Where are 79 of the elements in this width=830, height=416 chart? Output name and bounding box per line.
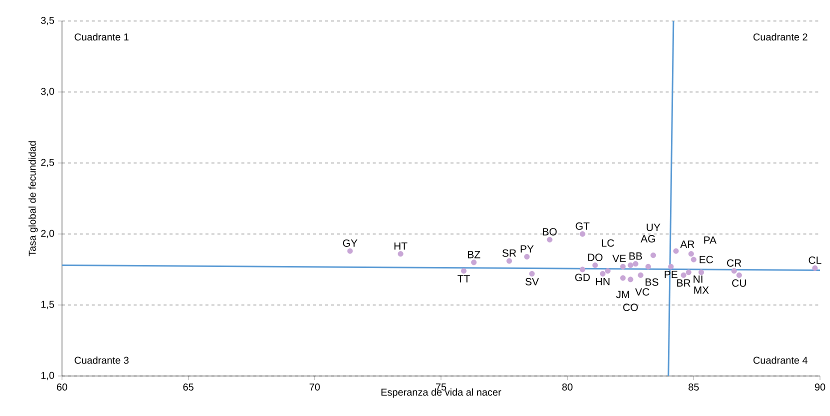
annotation: CL <box>808 256 822 264</box>
y-tick-label: 3,0 <box>41 88 54 96</box>
point <box>471 260 477 266</box>
annotation: VE <box>612 254 626 262</box>
point <box>546 236 552 242</box>
annotation: AG <box>640 235 655 242</box>
point <box>688 251 694 257</box>
point <box>731 268 737 274</box>
point <box>460 268 467 274</box>
annotation: Cuadrante 4 <box>753 356 808 364</box>
point <box>620 264 626 270</box>
annotation: GY <box>343 239 358 247</box>
point <box>680 272 686 278</box>
point <box>698 270 704 276</box>
x-tick-label: 60 <box>56 384 68 391</box>
point <box>690 256 696 262</box>
annotation: HT <box>394 242 408 250</box>
point <box>506 258 512 264</box>
annotation: PY <box>520 245 534 253</box>
point <box>673 248 679 254</box>
x-tick-label: 70 <box>310 384 320 391</box>
point <box>812 265 818 271</box>
point <box>686 270 692 276</box>
x-tick-label: 65 <box>183 384 194 391</box>
point <box>347 248 353 254</box>
annotation: HN <box>596 278 610 286</box>
y-tick-label: 3,5 <box>41 16 54 26</box>
point <box>632 261 638 267</box>
point <box>529 270 535 277</box>
point <box>645 264 651 270</box>
point <box>604 268 611 274</box>
annotation: LC <box>602 239 614 247</box>
annotation: MX <box>694 286 709 294</box>
point <box>398 251 404 257</box>
point <box>638 272 644 278</box>
annotation: Cuadrante 2 <box>753 33 808 41</box>
point <box>628 276 634 282</box>
annotation: BO <box>542 228 557 236</box>
annotation: Cuadrante 3 <box>74 356 129 364</box>
annotation: EC <box>700 256 714 264</box>
annotation: BR <box>677 279 690 287</box>
point <box>736 272 742 278</box>
annotation: AR <box>680 240 694 248</box>
point <box>600 270 606 277</box>
annotation: CR <box>727 259 742 267</box>
annotation: BS <box>646 278 658 286</box>
point <box>668 264 674 270</box>
annotation: BB <box>629 252 642 260</box>
point <box>524 254 530 260</box>
point <box>620 275 626 281</box>
annotation: BZ <box>468 251 480 258</box>
point <box>628 262 634 268</box>
annotation: PA <box>704 236 716 244</box>
annotation: CU <box>732 279 746 287</box>
annotation: UY <box>646 224 660 232</box>
annotation: SR <box>502 249 516 257</box>
point <box>650 252 656 258</box>
annotation: NI <box>694 276 702 283</box>
x-tick-label: 75 <box>436 384 446 390</box>
point <box>592 262 598 268</box>
x-tick-label: 85 <box>688 384 699 391</box>
annotation: VC <box>635 288 650 296</box>
annotation: CO <box>623 304 638 312</box>
y-tick-label: 2,5 <box>41 158 54 168</box>
annotation: DO <box>588 254 602 262</box>
annotation: TT <box>458 275 470 282</box>
y-tick-label: 1,5 <box>41 300 54 310</box>
x-tick-label: 80 <box>562 384 572 391</box>
annotation: JM <box>616 290 630 298</box>
annotation: SV <box>525 278 539 286</box>
y-axis-title: Tasa global de fecundidad <box>28 141 38 256</box>
point <box>580 266 586 272</box>
y-tick-label: 1,0 <box>41 372 54 380</box>
annotation: GT <box>576 222 590 230</box>
y-tick-label: 2,0 <box>41 230 54 238</box>
x-tick-label: 90 <box>814 384 826 391</box>
point <box>580 231 586 237</box>
annotation: Cuadrante 1 <box>74 33 129 41</box>
annotation: GD <box>575 274 590 282</box>
